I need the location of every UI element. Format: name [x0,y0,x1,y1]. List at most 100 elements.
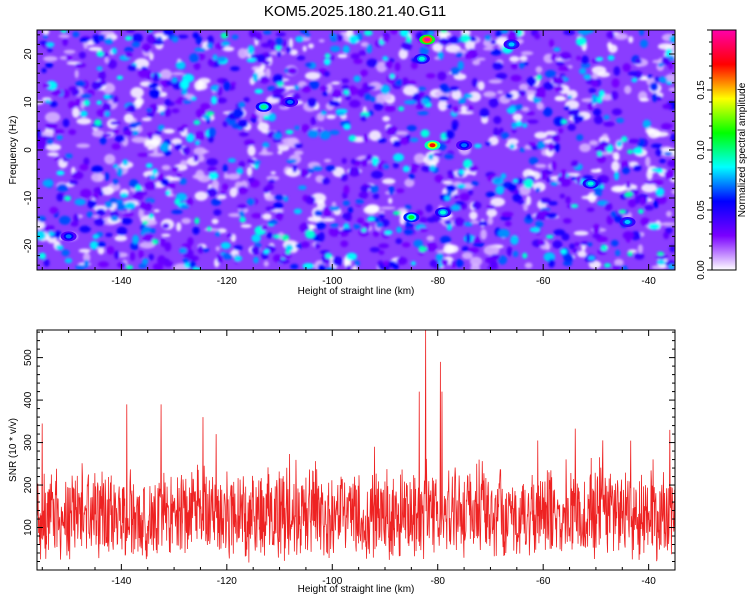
heatmap-blob [371,170,384,179]
heatmap-core [172,36,179,43]
heatmap-blob [409,167,418,173]
heatmap-low-patch [138,208,145,219]
heatmap-blob [587,242,593,247]
heatmap-blob [401,77,409,87]
heatmap-blob [392,162,399,169]
heatmap-blob [433,151,443,157]
heatmap-blob [471,201,482,210]
heatmap-blob [222,183,229,191]
heatmap-blob [319,130,331,140]
heatmap-core [501,132,510,139]
heatmap-blob [417,110,429,116]
heatmap-low-patch [123,113,134,124]
heatmap-blob [185,197,194,206]
heatmap-low-patch [181,217,192,225]
heatmap-blob [273,194,285,201]
heatmap-blob [467,247,480,254]
heatmap-core [151,168,158,175]
heatmap-low-patch [639,97,650,102]
heatmap-core [576,134,584,141]
heatmap-core [254,88,264,94]
heatmap-blob [286,158,297,164]
x-tick-label: -40 [641,276,656,287]
heatmap-blob [68,129,77,136]
heatmap-low-patch [289,49,298,56]
heatmap-blob [256,54,266,63]
heatmap-blob [512,193,523,203]
heatmap-blob [51,89,63,96]
heatmap-core [593,190,603,197]
hotspot [408,215,415,220]
y-tick-label: 100 [23,519,34,536]
heatmap-blob [342,45,350,54]
heatmap-blob [104,172,110,181]
heatmap-low-patch [318,39,325,43]
heatmap-blob [164,241,172,252]
heatmap-low-patch [464,39,476,51]
heatmap-blob [42,34,49,39]
heatmap-core [342,200,350,206]
heatmap-blob [329,130,340,136]
heatmap-blob [124,47,134,53]
heatmap-blob [217,56,227,63]
heatmap-core [221,40,231,47]
heatmap-core [142,220,149,225]
heatmap-blob [634,58,642,65]
heatmap-low-patch [451,89,462,100]
heatmap-low-patch [402,85,419,96]
heatmap-blob [65,54,73,61]
heatmap-core [596,56,604,62]
heatmap-blob [576,55,582,61]
heatmap-low-patch [100,186,114,196]
heatmap-low-patch [351,265,358,270]
heatmap-low-patch [523,203,529,212]
heatmap-blob [251,212,262,219]
heatmap-low-patch [97,246,105,255]
heatmap-blob [213,209,222,216]
heatmap-blob [497,255,508,265]
heatmap-blob [517,89,527,96]
heatmap-blob [559,193,566,199]
heatmap-blob [350,158,356,165]
heatmap-core [298,185,307,190]
heatmap-core [92,234,99,240]
heatmap-core [190,96,197,101]
heatmap-blob [444,153,454,160]
heatmap-blob [175,173,182,178]
heatmap-blob [378,243,390,249]
hotspot [440,210,446,215]
heatmap-blob [181,146,190,155]
heatmap-low-patch [135,97,144,106]
heatmap-blob [440,41,447,46]
heatmap-core [285,129,294,135]
heatmap-low-patch [141,117,152,122]
heatmap-blob [345,265,352,270]
heatmap-blob [312,165,323,172]
hotspot [624,220,631,224]
heatmap-low-patch [524,262,533,269]
heatmap-blob [208,136,214,143]
snr-x-axis-label: Height of straight line (km) [298,584,415,595]
heatmap-low-patch [229,187,238,198]
heatmap-blob [588,87,597,94]
heatmap-blob [74,63,87,68]
heatmap-low-patch [442,180,453,185]
heatmap-blob [75,264,86,270]
heatmap-low-patch [469,256,483,267]
heatmap-low-patch [262,213,272,220]
heatmap-low-patch [487,216,494,226]
heatmap-blob [440,258,449,266]
heatmap-blob [592,108,602,116]
heatmap-core [131,41,141,48]
heatmap-low-patch [43,55,58,62]
heatmap-blob [83,259,90,268]
heatmap-blob [572,248,578,254]
heatmap-low-patch [161,164,171,171]
heatmap-blob [286,45,292,54]
heatmap-blob [407,80,417,86]
heatmap-blob [469,36,477,42]
heatmap-blob [125,106,131,111]
heatmap-blob [575,174,582,185]
heatmap-low-patch [611,160,620,172]
snr-series-line [37,330,675,563]
